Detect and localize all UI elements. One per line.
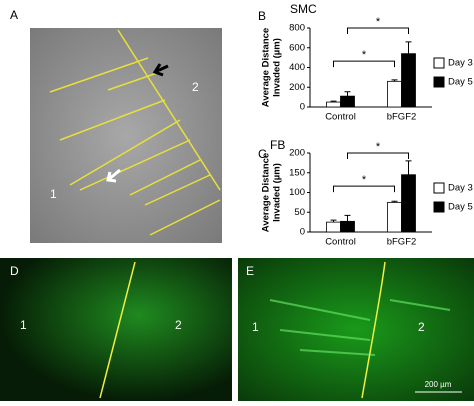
boundary-line	[361, 261, 386, 399]
error-bar	[405, 41, 412, 54]
chart-title: SMC	[290, 2, 317, 16]
region-label: 2	[418, 320, 425, 334]
legend-label: Day 5	[448, 77, 473, 88]
migration-lines	[49, 29, 221, 236]
scale-bar-label: 200 µm	[425, 380, 452, 389]
region-label: 2	[192, 80, 199, 94]
error-bar	[330, 100, 337, 103]
legend-swatch	[433, 76, 445, 88]
bar	[340, 220, 355, 233]
chart-title: FB	[270, 138, 285, 152]
region-label: 1	[50, 187, 57, 201]
legend-swatch	[433, 201, 445, 213]
y-tick-label: 0	[300, 227, 305, 238]
micrograph	[30, 28, 222, 243]
y-axis-label: Invaded (µm)	[272, 163, 283, 222]
y-tick-label: 100	[289, 187, 305, 198]
region-label: 2	[175, 318, 182, 332]
significance-bracket	[347, 27, 409, 34]
legend-swatch	[433, 57, 445, 69]
micrograph	[0, 258, 232, 401]
y-tick-label: 400	[289, 62, 305, 73]
region-label: 1	[252, 320, 259, 334]
y-tick-label: 600	[289, 42, 305, 53]
significance-bracket	[333, 185, 395, 193]
boundary-line	[99, 261, 136, 399]
y-tick-label: 800	[289, 23, 305, 34]
bar	[326, 101, 341, 108]
y-tick-label: 0	[300, 102, 305, 113]
x-tick-label: Control	[325, 112, 356, 123]
legend-label: Day 3	[448, 183, 473, 194]
cells	[269, 299, 451, 356]
x-tick-label: bFGF2	[387, 112, 417, 123]
error-bar	[344, 214, 351, 222]
error-bar	[330, 219, 337, 223]
panel-letter: B	[258, 9, 266, 23]
y-tick-label: 200	[289, 148, 305, 159]
y-tick-label: 50	[294, 207, 305, 218]
arrow	[152, 63, 169, 77]
bar	[401, 53, 416, 108]
y-axis-label: Invaded (µm)	[272, 38, 283, 97]
legend-swatch	[433, 182, 445, 194]
significance-bracket	[333, 60, 395, 68]
x-tick-label: bFGF2	[387, 237, 417, 248]
significance-bracket	[347, 152, 409, 159]
region-label: 1	[20, 318, 27, 332]
significance-label: *	[376, 16, 381, 28]
panel-letter: E	[246, 264, 254, 278]
arrow	[106, 168, 121, 183]
legend-label: Day 3	[448, 58, 473, 69]
x-tick-label: Control	[325, 237, 356, 248]
y-axis-label: Average Distance	[261, 28, 272, 107]
micrograph	[238, 258, 474, 401]
panel-letter: C	[258, 147, 267, 161]
error-bar	[391, 79, 398, 82]
bar	[387, 80, 402, 108]
panel-letter: A	[10, 8, 18, 22]
error-bar	[405, 160, 412, 175]
bar	[401, 174, 416, 233]
y-axis-label: Average Distance	[261, 153, 272, 232]
y-tick-label: 200	[289, 82, 305, 93]
significance-label: *	[362, 174, 367, 186]
error-bar	[391, 200, 398, 203]
bar	[326, 221, 341, 233]
bar	[340, 95, 355, 108]
y-tick-label: 150	[289, 167, 305, 178]
legend-label: Day 5	[448, 202, 473, 213]
panel-letter: D	[10, 264, 19, 278]
significance-label: *	[376, 141, 381, 153]
bar	[387, 201, 402, 233]
error-bar	[344, 91, 351, 97]
significance-label: *	[362, 49, 367, 61]
